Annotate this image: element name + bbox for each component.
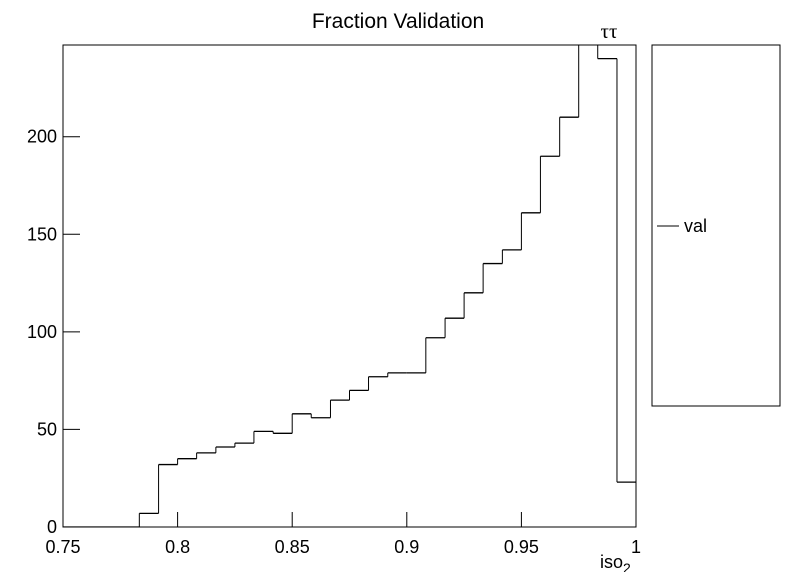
x-axis-label-subscript: 2 [623,560,631,572]
y-tick-label: 200 [27,127,57,147]
x-tick-label: 0.8 [165,537,190,557]
y-tick-label: 0 [47,517,57,537]
plot-area [63,45,636,527]
x-tick-label: 0.95 [504,537,539,557]
annotation: ττ [601,19,618,43]
frame [62,44,637,528]
x-axis-label-main: iso [600,552,623,572]
x-tick-label: 1 [631,537,641,557]
y-tick-label: 150 [27,224,57,244]
chart-title: Fraction Validation [312,10,484,33]
legend-label: val [684,216,707,236]
y-tick-label: 100 [27,322,57,342]
x-tick-label: 0.75 [45,537,80,557]
legend-box [651,44,781,407]
x-axis-label: iso2 [600,552,631,572]
x-tick-label: 0.85 [275,537,310,557]
x-tick-label: 0.9 [394,537,419,557]
y-tick-label: 50 [37,419,57,439]
